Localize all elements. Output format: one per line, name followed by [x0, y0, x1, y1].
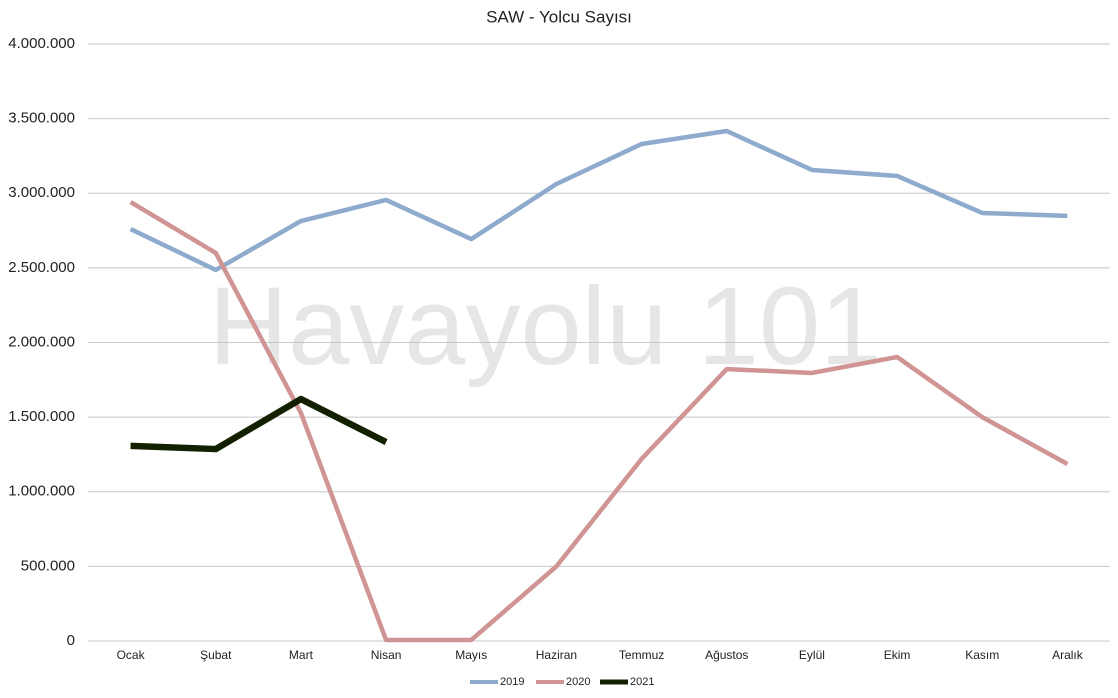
- y-tick-label: 2.500.000: [8, 259, 75, 276]
- legend-item: 2020: [536, 676, 590, 688]
- x-tick-label: Haziran: [536, 648, 577, 662]
- x-tick-label: Mart: [289, 648, 314, 662]
- y-tick-label: 3.500.000: [8, 110, 75, 127]
- legend-item: 2019: [470, 676, 524, 688]
- series-line: [129, 200, 1069, 643]
- x-tick-label: Mayıs: [455, 648, 487, 662]
- y-tick-label: 1.000.000: [8, 483, 75, 500]
- x-tick-label: Temmuz: [619, 648, 664, 662]
- legend-label: 2019: [500, 676, 524, 688]
- legend-item: 2021: [600, 676, 654, 688]
- legend-label: 2021: [630, 676, 654, 688]
- series-line: [130, 395, 388, 453]
- watermark: Havayolu 101: [209, 265, 882, 388]
- y-tick-label: 1.500.000: [8, 408, 75, 425]
- y-tick-label: 4.000.000: [8, 35, 75, 52]
- x-tick-label: Şubat: [200, 648, 232, 662]
- y-tick-label: 2.000.000: [8, 333, 75, 350]
- legend-label: 2020: [566, 676, 590, 688]
- x-tick-label: Ocak: [117, 648, 146, 662]
- y-tick-label: 0: [67, 632, 75, 649]
- x-tick-label: Eylül: [799, 648, 825, 662]
- x-tick-label: Ekim: [884, 648, 911, 662]
- chart-title: SAW - Yolcu Sayısı: [486, 7, 632, 26]
- x-tick-label: Ağustos: [705, 648, 748, 662]
- x-tick-label: Nisan: [371, 648, 402, 662]
- series-line: [129, 128, 1068, 273]
- y-tick-label: 500.000: [21, 557, 75, 574]
- x-tick-label: Aralık: [1052, 648, 1084, 662]
- x-tick-label: Kasım: [965, 648, 999, 662]
- y-tick-label: 3.000.000: [8, 184, 75, 201]
